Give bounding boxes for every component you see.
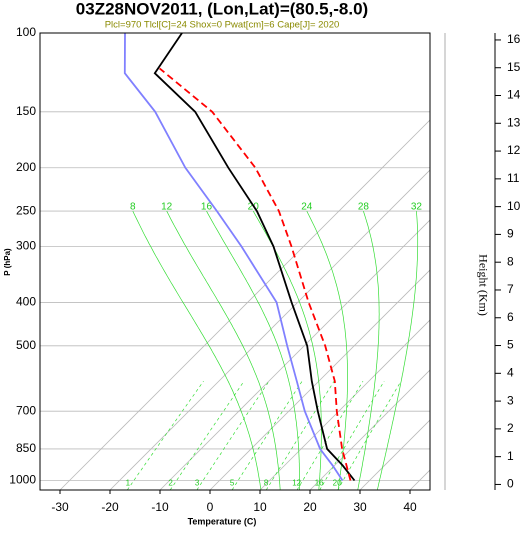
y2-tick-label: 14 xyxy=(507,88,521,102)
isotherm xyxy=(159,219,430,490)
y2-axis-label: Height (Km) xyxy=(476,254,490,316)
moist-adiabat xyxy=(357,210,380,490)
mixing-ratio-line xyxy=(337,381,402,490)
profile-line xyxy=(153,33,356,482)
moist-adiabat-label: 24 xyxy=(301,202,313,213)
y-tick-label: 400 xyxy=(16,295,36,309)
x-axis-label: Temperature (C) xyxy=(188,516,257,526)
x-tick-label: 30 xyxy=(353,500,367,514)
plot-frame xyxy=(39,32,431,491)
mixing-ratio-line xyxy=(231,381,303,490)
y2-tick-label: 3 xyxy=(507,393,514,407)
moist-adiabat xyxy=(132,210,262,490)
mixing-ratio-label: 2 xyxy=(168,479,173,488)
isotherm xyxy=(209,269,430,490)
y-tick-label: 150 xyxy=(16,104,36,118)
mixing-ratio-line xyxy=(127,380,204,490)
y-tick-label: 250 xyxy=(16,203,36,217)
moist-adiabat-label: 12 xyxy=(161,202,173,213)
y2-tick-label: 8 xyxy=(507,254,514,268)
mixing-ratio-label: 1 xyxy=(126,479,131,488)
y-tick-label: 700 xyxy=(16,403,36,417)
isotherm xyxy=(109,169,430,490)
x-tick-label: 0 xyxy=(207,500,214,514)
y2-tick-label: 11 xyxy=(507,171,520,185)
y2-tick-label: 9 xyxy=(507,227,514,241)
x-tick-label: 10 xyxy=(253,500,267,514)
mixing-ratio-line xyxy=(319,381,385,490)
mixing-ratio-line xyxy=(169,381,245,490)
y-tick-label: 200 xyxy=(16,160,36,174)
x-tick-label: 40 xyxy=(403,500,417,514)
y2-tick-label: 7 xyxy=(507,282,514,296)
isotherm xyxy=(309,369,430,490)
mixing-ratio-label: 3 xyxy=(195,479,200,488)
y2-tick-label: 2 xyxy=(507,421,514,435)
y-tick-label: 1000 xyxy=(9,473,36,487)
y-tick-label: 100 xyxy=(16,25,36,39)
y-tick-label: 300 xyxy=(16,239,36,253)
y2-tick-label: 16 xyxy=(507,32,521,46)
y2-tick-label: 5 xyxy=(507,338,514,352)
x-tick-label: -10 xyxy=(151,500,169,514)
profile-line xyxy=(159,67,352,481)
mixing-ratio-label: 12 xyxy=(292,479,301,488)
moist-adiabat xyxy=(252,210,322,490)
moist-adiabat-label: 16 xyxy=(201,202,213,213)
mixing-ratio-label: 16 xyxy=(315,479,324,488)
chart-title: 03Z28NOV2011, (Lon,Lat)=(80.5,-8.0) xyxy=(76,0,368,18)
y-axis-label: P (hPa) xyxy=(3,248,12,276)
mixing-ratio-line xyxy=(296,381,364,490)
y2-tick-label: 12 xyxy=(507,143,521,157)
y-tick-label: 850 xyxy=(16,441,36,455)
plot-area: 8 12 16 20 24 28 321 2 3 5 8 12 16 20 xyxy=(40,33,430,490)
y2-tick-label: 10 xyxy=(507,199,521,213)
x-tick-label: -20 xyxy=(101,500,119,514)
moist-adiabat-label: 28 xyxy=(358,202,370,213)
mixing-ratio-line xyxy=(196,381,270,490)
mixing-ratio-label: 8 xyxy=(264,479,269,488)
x-tick-label: -30 xyxy=(51,500,69,514)
moist-adiabat-label: 8 xyxy=(130,202,136,213)
moist-adiabat xyxy=(376,211,419,490)
y2-tick-label: 15 xyxy=(507,60,521,74)
chart-subtitle: Plcl=970 Tlcl[C]=24 Shox=0 Pwat[cm]=6 Ca… xyxy=(105,20,340,31)
y2-tick-label: 6 xyxy=(507,310,514,324)
isotherm xyxy=(259,319,430,490)
y2-tick-label: 1 xyxy=(507,449,514,463)
y2-tick-label: 0 xyxy=(507,477,514,491)
mixing-ratio-label: 20 xyxy=(333,479,342,488)
profile-line xyxy=(123,33,344,481)
y2-tick-label: 4 xyxy=(507,365,514,379)
y-tick-label: 500 xyxy=(16,338,36,352)
mixing-ratio-line xyxy=(265,381,335,490)
isotherm xyxy=(59,119,430,490)
x-tick-label: 20 xyxy=(303,500,317,514)
mixing-ratio-label: 5 xyxy=(230,479,235,488)
moist-adiabat-label: 32 xyxy=(411,202,423,213)
y2-tick-label: 13 xyxy=(507,115,521,129)
isotherm xyxy=(359,419,430,490)
isotherm xyxy=(409,469,430,490)
moist-adiabat xyxy=(166,210,281,490)
